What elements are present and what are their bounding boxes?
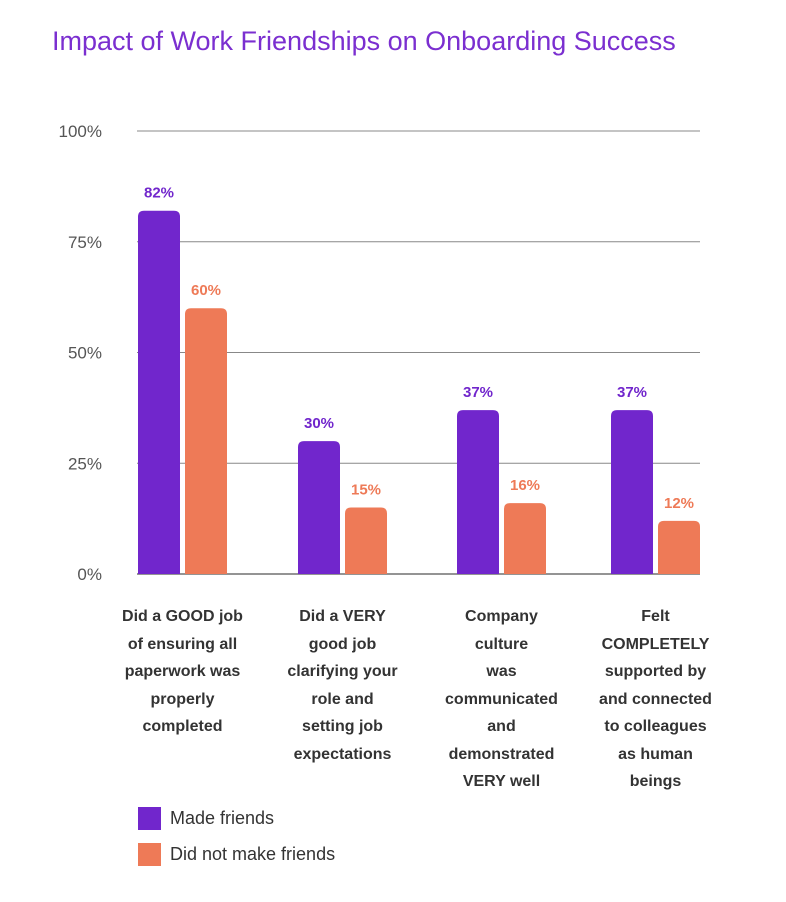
- y-tick-label: 50%: [68, 344, 102, 363]
- bar-made-friends: [457, 410, 499, 574]
- bar-chart: 0% 25% 50% 75% 100% 82% 60% 30% 15% 37% 16% 37% 12%: [59, 122, 700, 584]
- chart-title: Impact of Work Friendships on Onboarding…: [52, 26, 676, 56]
- bar-value-label: 16%: [510, 477, 540, 494]
- bar-did-not-make-friends: [658, 520, 700, 574]
- bar-value-label: 37%: [463, 384, 493, 401]
- legend: Made friends Did not make friends: [138, 806, 335, 878]
- bar-did-not-make-friends: [504, 503, 546, 574]
- bar-value-label: 12%: [664, 495, 694, 512]
- legend-swatch-did-not-make-friends: [138, 842, 161, 866]
- category-label: Did a VERY good job clarifying your role…: [287, 608, 398, 763]
- bar-did-not-make-friends: [185, 308, 227, 574]
- y-tick-label: 75%: [68, 233, 102, 252]
- bar-value-label: 30%: [304, 415, 334, 432]
- category-label: Did a GOOD job of ensuring all paperwork…: [122, 608, 243, 735]
- bar-made-friends: [298, 441, 340, 574]
- y-tick-label: 25%: [68, 454, 102, 473]
- y-tick-label: 100%: [59, 122, 102, 141]
- bar-value-label: 82%: [144, 185, 174, 202]
- bar-made-friends: [611, 410, 653, 574]
- bar-made-friends: [138, 210, 180, 575]
- bar-did-not-make-friends: [345, 507, 387, 574]
- legend-item-made-friends: Made friends: [138, 806, 335, 830]
- bar-value-label: 15%: [351, 482, 381, 499]
- legend-swatch-made-friends: [138, 806, 161, 830]
- legend-label-did-not-make-friends: Did not make friends: [170, 843, 336, 864]
- bar-value-label: 37%: [617, 384, 647, 401]
- y-tick-label: 0%: [77, 565, 102, 584]
- bar-value-label: 60%: [191, 282, 221, 299]
- category-label: Company culture was communicated and dem…: [445, 608, 558, 790]
- category-label: Felt COMPLETELY supported by and connect…: [599, 608, 712, 790]
- legend-label-made-friends: Made friends: [170, 807, 275, 828]
- legend-item-did-not-make-friends: Did not make friends: [138, 842, 335, 866]
